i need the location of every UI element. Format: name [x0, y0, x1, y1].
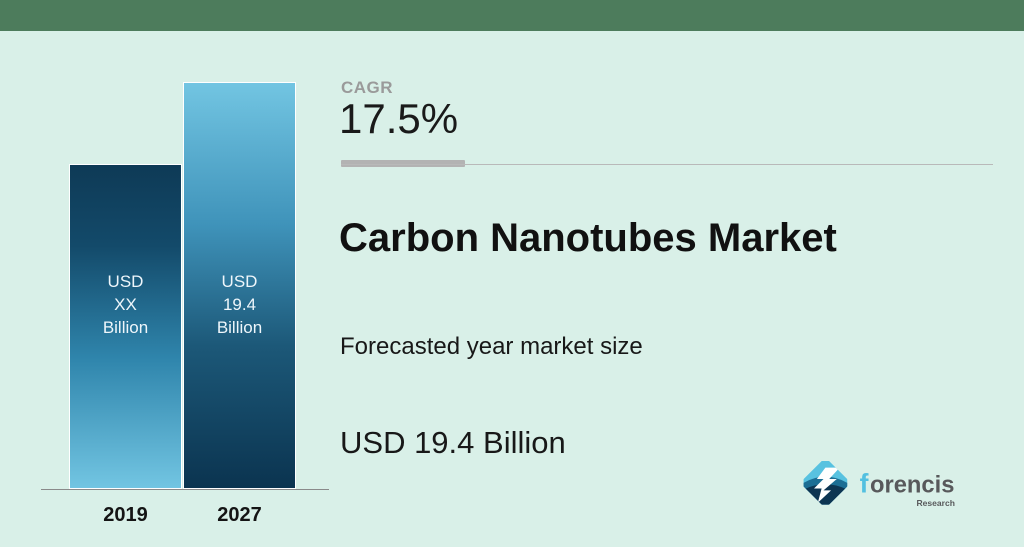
svg-text:orencis: orencis	[870, 472, 954, 498]
svg-text:Research: Research	[917, 498, 955, 508]
svg-text:f: f	[860, 468, 869, 498]
